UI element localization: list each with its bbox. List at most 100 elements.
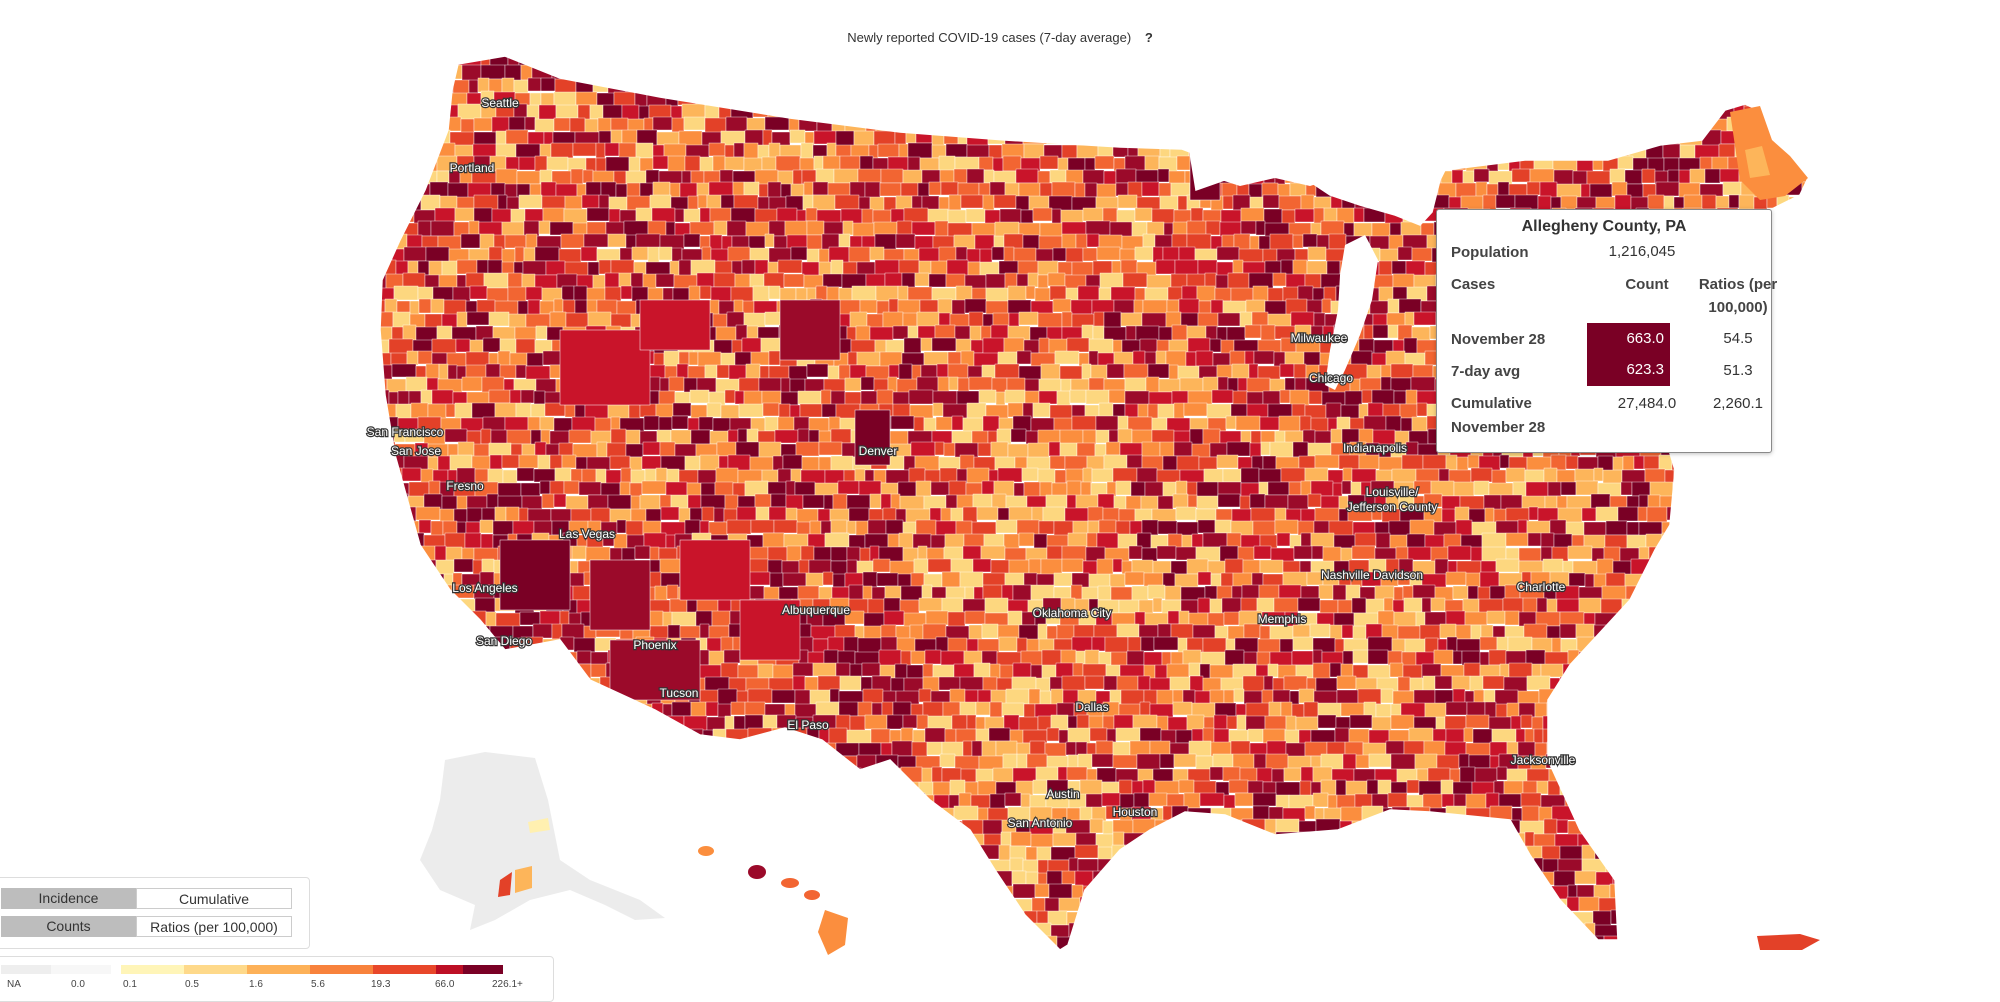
county-cell[interactable]	[843, 636, 859, 653]
county-cell[interactable]	[1085, 389, 1110, 405]
county-cell[interactable]	[1692, 651, 1709, 668]
county-cell[interactable]	[1201, 168, 1219, 184]
county-cell[interactable]	[483, 715, 505, 732]
county-cell[interactable]	[981, 623, 999, 639]
county-cell[interactable]	[433, 92, 444, 108]
county-cell[interactable]	[1670, 675, 1689, 690]
county-cell[interactable]	[678, 130, 703, 147]
county-cell[interactable]	[1076, 714, 1090, 731]
county-cell[interactable]	[1664, 39, 1677, 53]
county-cell[interactable]	[1814, 65, 1825, 79]
county-cell[interactable]	[767, 181, 782, 199]
county-cell[interactable]	[507, 286, 527, 304]
county-cell[interactable]	[944, 728, 957, 745]
county-cell[interactable]	[1390, 753, 1416, 771]
county-cell[interactable]	[503, 716, 521, 732]
county-cell[interactable]	[1210, 573, 1222, 588]
county-cell[interactable]	[370, 701, 387, 718]
county-cell[interactable]	[1622, 455, 1635, 471]
county-cell[interactable]	[1087, 54, 1109, 70]
county-cell[interactable]	[1582, 105, 1603, 123]
county-cell[interactable]	[962, 52, 979, 68]
county-cell[interactable]	[419, 64, 439, 79]
county-cell[interactable]	[1186, 558, 1209, 575]
county-cell[interactable]	[596, 441, 608, 458]
county-cell[interactable]	[613, 533, 628, 551]
county-cell[interactable]	[968, 624, 983, 640]
county-cell[interactable]	[603, 767, 616, 784]
county-cell[interactable]	[1299, 415, 1312, 432]
county-cell[interactable]	[504, 728, 528, 746]
county-cell[interactable]	[900, 650, 912, 667]
county-cell[interactable]	[1263, 208, 1283, 225]
county-cell[interactable]	[883, 610, 905, 626]
county-cell[interactable]	[573, 285, 588, 303]
county-cell[interactable]	[585, 54, 609, 70]
county-cell[interactable]	[473, 117, 493, 132]
county-cell[interactable]	[1306, 299, 1323, 314]
county-cell[interactable]	[1803, 103, 1814, 121]
county-cell[interactable]	[487, 259, 503, 276]
county-cell[interactable]	[1701, 129, 1722, 147]
county-cell[interactable]	[1223, 689, 1235, 704]
county-cell[interactable]	[1040, 363, 1061, 380]
county-cell[interactable]	[1483, 494, 1502, 511]
county-cell[interactable]	[1237, 377, 1248, 392]
county-cell[interactable]	[1663, 742, 1686, 760]
county-cell[interactable]	[943, 442, 956, 457]
county-cell[interactable]	[828, 727, 848, 745]
county-cell[interactable]	[1281, 209, 1296, 225]
county-cell[interactable]	[869, 326, 894, 341]
county-cell[interactable]	[595, 142, 606, 159]
county-cell[interactable]	[389, 663, 413, 678]
county-cell[interactable]	[418, 298, 432, 314]
county-cell[interactable]	[1510, 715, 1522, 731]
county-cell[interactable]	[1624, 169, 1643, 185]
county-cell[interactable]	[1388, 520, 1411, 537]
county-cell[interactable]	[1811, 507, 1824, 521]
county-cell[interactable]	[891, 740, 913, 757]
county-cell[interactable]	[581, 468, 597, 484]
county-cell[interactable]	[820, 389, 832, 407]
county-cell[interactable]	[403, 77, 426, 94]
county-cell[interactable]	[1791, 716, 1802, 733]
county-cell[interactable]	[1668, 689, 1684, 704]
county-cell[interactable]	[1306, 260, 1328, 275]
county-cell[interactable]	[1797, 378, 1814, 394]
county-cell[interactable]	[1779, 64, 1803, 80]
county-cell[interactable]	[876, 572, 899, 587]
county-cell[interactable]	[432, 688, 445, 705]
county-cell[interactable]	[1722, 728, 1740, 745]
county-cell[interactable]	[1798, 701, 1813, 719]
county-cell[interactable]	[1112, 143, 1129, 158]
county-cell[interactable]	[1758, 754, 1778, 769]
county-cell[interactable]	[962, 545, 982, 561]
county-cell[interactable]	[1586, 65, 1602, 80]
county-cell[interactable]	[1505, 532, 1529, 547]
county-cell[interactable]	[1172, 701, 1193, 716]
county-cell[interactable]	[1279, 389, 1291, 404]
county-cell[interactable]	[1145, 40, 1158, 53]
county-cell[interactable]	[529, 741, 544, 756]
county-cell[interactable]	[806, 363, 829, 378]
county-cell[interactable]	[1441, 508, 1456, 525]
county-cell[interactable]	[937, 298, 953, 316]
county-cell[interactable]	[440, 741, 454, 756]
county-cell[interactable]	[621, 104, 640, 121]
county-cell[interactable]	[1122, 272, 1148, 288]
county-cell[interactable]	[393, 506, 406, 522]
county-cell[interactable]	[1777, 559, 1791, 574]
county-cell[interactable]	[580, 246, 598, 262]
county-cell[interactable]	[713, 272, 736, 288]
county-cell[interactable]	[1334, 727, 1350, 744]
county-cell[interactable]	[1028, 558, 1042, 575]
county-cell[interactable]	[519, 715, 537, 733]
county-cell[interactable]	[495, 688, 507, 705]
county-cell[interactable]	[1249, 53, 1270, 67]
county-cell[interactable]	[990, 559, 1010, 576]
county-cell[interactable]	[523, 702, 549, 717]
county-cell[interactable]	[837, 480, 860, 495]
county-cell[interactable]	[1709, 664, 1731, 681]
county-cell[interactable]	[1473, 480, 1490, 496]
county-cell[interactable]	[1638, 716, 1658, 733]
